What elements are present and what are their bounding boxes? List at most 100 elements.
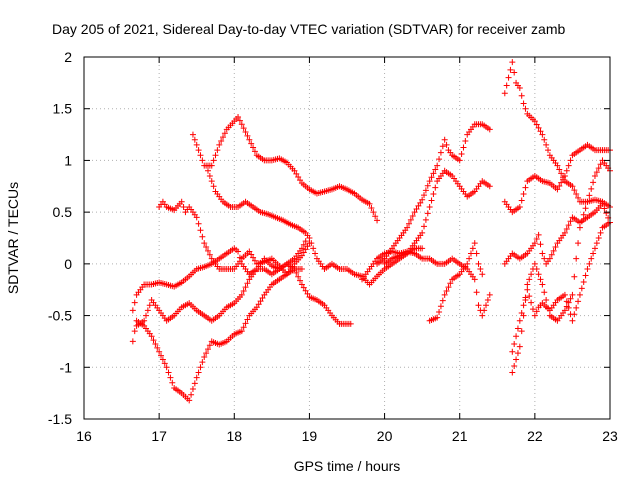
data-point bbox=[586, 260, 593, 267]
data-point bbox=[246, 136, 253, 143]
y-tick-label: 2 bbox=[64, 49, 72, 65]
data-point bbox=[129, 338, 136, 345]
data-point bbox=[543, 141, 550, 148]
data-point bbox=[475, 260, 482, 267]
data-point bbox=[419, 196, 426, 203]
data-point bbox=[524, 286, 531, 293]
data-point bbox=[586, 192, 593, 199]
data-point bbox=[372, 213, 379, 220]
data-point bbox=[244, 316, 251, 323]
data-point bbox=[297, 277, 304, 284]
data-point bbox=[430, 191, 437, 198]
data-point bbox=[434, 162, 441, 169]
data-point bbox=[298, 266, 305, 273]
data-point bbox=[291, 167, 298, 174]
data-point bbox=[404, 224, 411, 231]
data-point bbox=[206, 172, 213, 179]
data-point bbox=[204, 167, 211, 174]
data-point bbox=[436, 308, 443, 315]
data-point bbox=[556, 183, 563, 190]
data-point bbox=[546, 255, 553, 262]
data-point bbox=[199, 233, 206, 240]
data-point bbox=[591, 172, 598, 179]
data-point bbox=[203, 350, 210, 357]
data-point bbox=[513, 333, 520, 340]
data-point bbox=[539, 131, 546, 138]
series-track-5 bbox=[189, 113, 381, 224]
data-point bbox=[368, 205, 375, 212]
data-point bbox=[575, 194, 582, 201]
data-point bbox=[545, 147, 552, 154]
data-point bbox=[595, 165, 602, 172]
data-point bbox=[584, 266, 591, 273]
data-point bbox=[533, 121, 540, 128]
data-point bbox=[347, 320, 354, 327]
data-point bbox=[590, 179, 597, 186]
x-tick-label: 22 bbox=[527, 428, 543, 444]
data-point bbox=[597, 229, 604, 236]
data-point bbox=[535, 231, 542, 238]
data-point bbox=[582, 205, 589, 212]
data-point bbox=[180, 203, 187, 210]
y-axis-label: SDTVAR / TECUs bbox=[5, 182, 21, 294]
data-point bbox=[593, 240, 600, 247]
data-point bbox=[563, 167, 570, 174]
data-point bbox=[163, 364, 170, 371]
data-point bbox=[248, 140, 255, 147]
data-point bbox=[552, 244, 559, 251]
data-point bbox=[304, 290, 311, 297]
data-point bbox=[424, 210, 431, 217]
data-point bbox=[582, 272, 589, 279]
y-tick-label: 1.5 bbox=[53, 101, 73, 117]
data-point bbox=[533, 308, 540, 315]
data-point bbox=[601, 205, 608, 212]
data-point bbox=[208, 162, 215, 169]
data-point bbox=[528, 271, 535, 278]
data-point bbox=[561, 307, 568, 314]
data-point bbox=[479, 271, 486, 278]
data-point bbox=[447, 280, 454, 287]
y-tick-label: 1 bbox=[64, 152, 72, 168]
data-point bbox=[366, 200, 373, 207]
data-point bbox=[571, 187, 578, 194]
data-point bbox=[522, 297, 529, 304]
data-point bbox=[251, 257, 258, 264]
data-point bbox=[428, 197, 435, 204]
data-point bbox=[419, 229, 426, 236]
data-point bbox=[580, 278, 587, 285]
data-point bbox=[509, 369, 516, 376]
data-point bbox=[432, 166, 439, 173]
data-point bbox=[302, 246, 309, 253]
data-point bbox=[518, 197, 525, 204]
data-point bbox=[535, 124, 542, 131]
data-point bbox=[471, 276, 478, 283]
data-point bbox=[424, 182, 431, 189]
data-point bbox=[300, 284, 307, 291]
data-point bbox=[503, 82, 510, 89]
data-point bbox=[441, 136, 448, 143]
data-point bbox=[531, 260, 538, 267]
data-point bbox=[565, 162, 572, 169]
data-point bbox=[302, 287, 309, 294]
data-point bbox=[295, 173, 302, 180]
data-point bbox=[197, 227, 204, 234]
data-point bbox=[195, 220, 202, 227]
data-point bbox=[543, 297, 550, 304]
data-point bbox=[432, 184, 439, 191]
data-point bbox=[240, 125, 247, 132]
chart-title: Day 205 of 2021, Sidereal Day-to-day VTE… bbox=[52, 21, 565, 37]
data-point bbox=[169, 379, 176, 386]
data-point bbox=[511, 362, 518, 369]
data-point bbox=[520, 302, 527, 309]
data-point bbox=[308, 240, 315, 247]
data-point bbox=[129, 307, 136, 314]
data-point bbox=[415, 202, 422, 209]
data-point bbox=[242, 284, 249, 291]
series-track-8 bbox=[374, 121, 493, 267]
data-point bbox=[297, 177, 304, 184]
data-point bbox=[426, 178, 433, 185]
data-point bbox=[437, 149, 444, 156]
y-tick-label: -0.5 bbox=[48, 308, 72, 324]
data-point bbox=[370, 209, 377, 216]
data-point bbox=[146, 302, 153, 309]
